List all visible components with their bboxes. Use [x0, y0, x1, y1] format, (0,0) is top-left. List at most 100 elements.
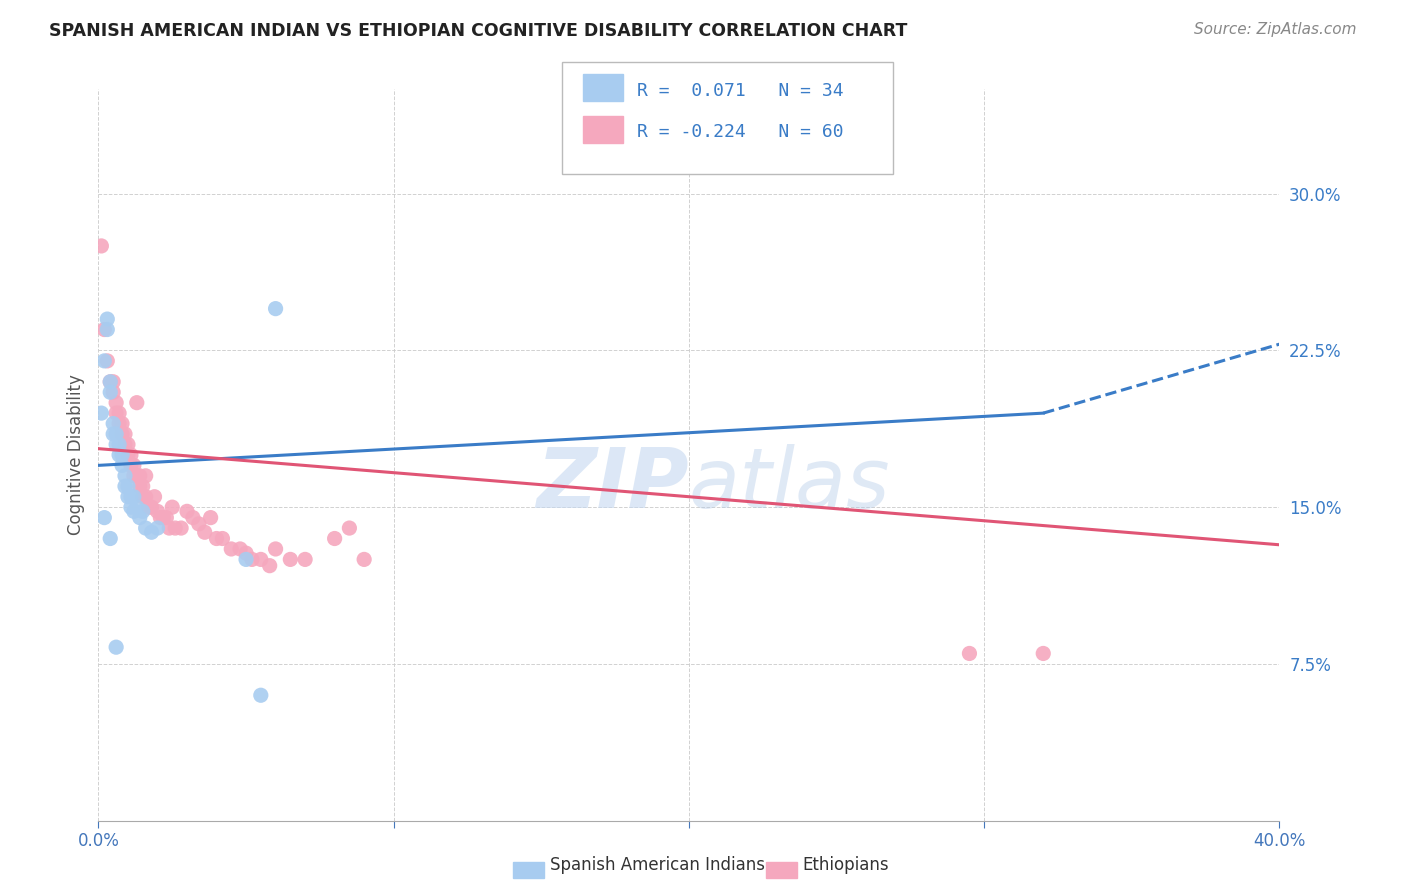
Point	[128, 510, 150, 524]
Point	[105, 406, 128, 420]
Point	[93, 322, 115, 336]
Point	[264, 301, 287, 316]
Point	[146, 521, 169, 535]
Point	[143, 490, 166, 504]
Point	[280, 552, 302, 566]
Point	[162, 500, 183, 515]
Point	[108, 448, 131, 462]
Text: Spanish American Indians: Spanish American Indians	[550, 856, 765, 874]
Point	[122, 468, 145, 483]
Point	[141, 525, 163, 540]
Point	[98, 375, 121, 389]
Point	[211, 532, 233, 546]
Point	[235, 552, 257, 566]
Text: R =  0.071   N = 34: R = 0.071 N = 34	[637, 82, 844, 100]
Point	[240, 552, 263, 566]
Point	[96, 322, 118, 336]
Point	[96, 354, 118, 368]
Point	[205, 532, 228, 546]
Text: ZIP: ZIP	[536, 443, 689, 524]
Point	[132, 490, 155, 504]
Point	[117, 479, 139, 493]
Point	[98, 375, 121, 389]
Point	[146, 504, 169, 518]
Point	[128, 479, 150, 493]
Point	[157, 521, 180, 535]
Point	[149, 510, 172, 524]
Point	[125, 468, 148, 483]
Point	[264, 541, 287, 556]
Point	[114, 427, 136, 442]
Point	[132, 479, 155, 493]
Text: R = -0.224   N = 60: R = -0.224 N = 60	[637, 123, 844, 141]
Point	[117, 437, 139, 451]
Point	[259, 558, 281, 573]
Point	[105, 395, 128, 409]
Point	[125, 500, 148, 515]
Point	[135, 490, 157, 504]
Point	[120, 500, 142, 515]
Text: Source: ZipAtlas.com: Source: ZipAtlas.com	[1194, 22, 1357, 37]
Point	[111, 458, 134, 473]
Point	[105, 427, 128, 442]
Point	[170, 521, 193, 535]
Point	[108, 417, 131, 431]
Point	[353, 552, 375, 566]
Point	[120, 458, 142, 473]
Point	[105, 640, 128, 655]
Point	[114, 468, 136, 483]
Point	[135, 521, 157, 535]
Point	[93, 354, 115, 368]
Point	[135, 468, 157, 483]
Point	[103, 417, 125, 431]
Point	[108, 437, 131, 451]
Point	[114, 437, 136, 451]
Point	[294, 552, 316, 566]
Point	[187, 516, 209, 531]
Point	[103, 427, 125, 442]
Point	[93, 510, 115, 524]
Point	[165, 521, 187, 535]
Point	[141, 500, 163, 515]
Point	[194, 525, 217, 540]
Point	[103, 385, 125, 400]
Point	[959, 647, 981, 661]
Point	[323, 532, 346, 546]
Y-axis label: Cognitive Disability: Cognitive Disability	[66, 375, 84, 535]
Text: SPANISH AMERICAN INDIAN VS ETHIOPIAN COGNITIVE DISABILITY CORRELATION CHART: SPANISH AMERICAN INDIAN VS ETHIOPIAN COG…	[49, 22, 908, 40]
Text: Ethiopians: Ethiopians	[803, 856, 890, 874]
Point	[117, 448, 139, 462]
Point	[90, 239, 112, 253]
Point	[105, 437, 128, 451]
Point	[98, 532, 121, 546]
Point	[176, 504, 198, 518]
Text: atlas: atlas	[689, 443, 890, 524]
Point	[103, 375, 125, 389]
Point	[90, 406, 112, 420]
Point	[122, 504, 145, 518]
Point	[111, 427, 134, 442]
Point	[117, 490, 139, 504]
Point	[108, 406, 131, 420]
Point	[120, 448, 142, 462]
Point	[221, 541, 243, 556]
Point	[200, 510, 222, 524]
Point	[125, 395, 148, 409]
Point	[111, 448, 134, 462]
Point	[152, 510, 174, 524]
Point	[250, 688, 273, 702]
Point	[250, 552, 273, 566]
Point	[235, 546, 257, 560]
Point	[132, 504, 155, 518]
Point	[128, 468, 150, 483]
Point	[1032, 647, 1054, 661]
Point	[155, 510, 177, 524]
Point	[138, 500, 160, 515]
Point	[98, 385, 121, 400]
Point	[120, 490, 142, 504]
Point	[181, 510, 204, 524]
Point	[114, 479, 136, 493]
Point	[229, 541, 252, 556]
Point	[339, 521, 361, 535]
Point	[111, 417, 134, 431]
